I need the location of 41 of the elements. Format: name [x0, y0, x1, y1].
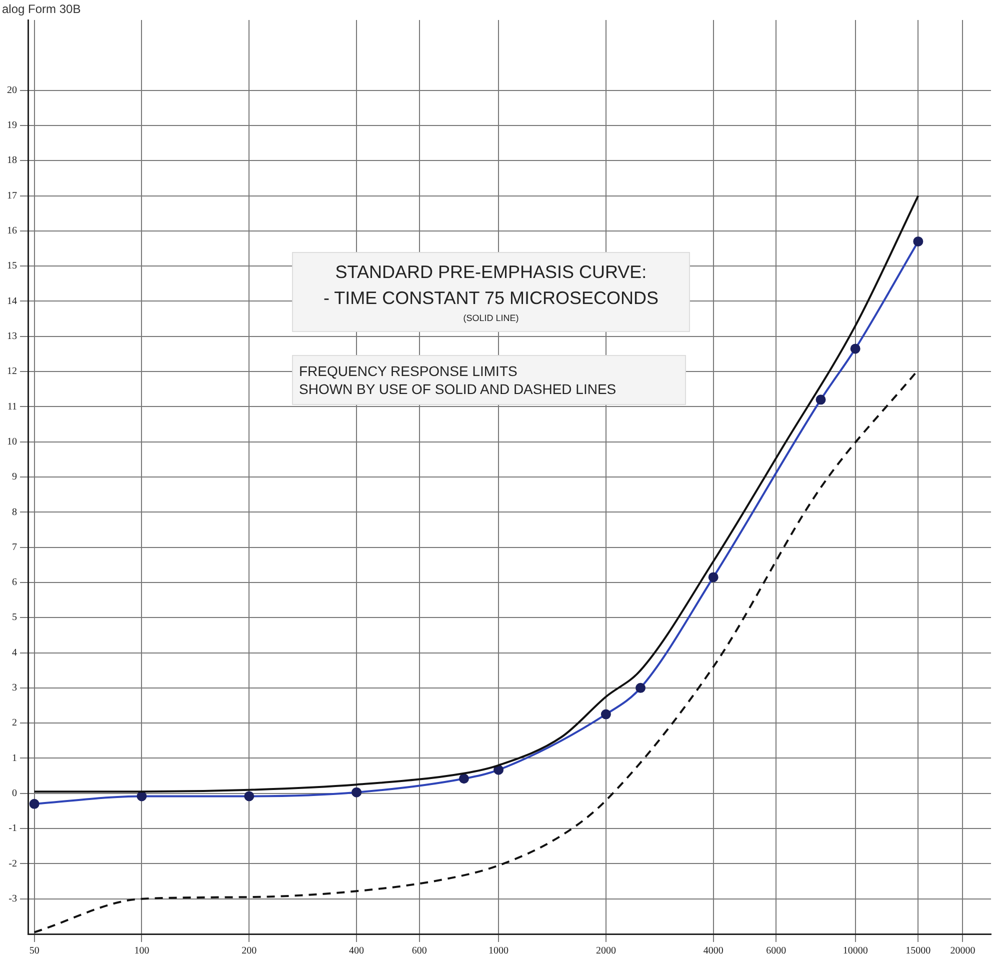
annotation: (SOLID LINE) — [462, 312, 520, 325]
x-tick-label: 600 — [412, 946, 427, 957]
y-tick-label: 3 — [12, 682, 17, 694]
y-tick-label: 11 — [7, 401, 17, 412]
y-tick-label: 1 — [12, 752, 17, 764]
x-tick-label: 15000 — [906, 946, 931, 957]
y-tick-label: 2 — [12, 718, 17, 729]
x-tick-label: 10000 — [842, 946, 868, 957]
x-tick-label: 20000 — [950, 946, 976, 957]
y-tick-label: 8 — [12, 506, 17, 518]
x-tick-label: 4000 — [703, 946, 724, 957]
y-tick-label: 15 — [7, 260, 17, 272]
y-tick-label: 18 — [7, 155, 17, 166]
y-tick-label: 5 — [12, 612, 17, 624]
x-tick-label: 200 — [242, 946, 257, 957]
y-tick-label: 0 — [12, 788, 17, 800]
y-tick-label: 7 — [12, 542, 17, 553]
x-tick-label: 100 — [134, 946, 150, 957]
y-tick-label: 13 — [7, 331, 17, 342]
y-tick-label: 4 — [12, 647, 17, 658]
y-tick-label: 9 — [12, 472, 17, 483]
x-tick-label: 50 — [29, 946, 40, 957]
y-tick-label: 10 — [7, 436, 17, 448]
note-box: STANDARD PRE-EMPHASIS CURVE: - TIME CONSTANT 75 MICROSECONDS (SOLID LINE) — [292, 252, 690, 332]
y-tick-label: 12 — [7, 366, 17, 378]
note-box: FREQUENCY RESPONSE LIMITS SHOWN BY USE OF SOLID AND DASHED LINES — [292, 355, 686, 405]
y-tick-label: -3 — [8, 893, 17, 904]
y-tick-label: 16 — [7, 226, 17, 237]
y-tick-label: 6 — [12, 577, 17, 588]
y-tick-label: -2 — [8, 858, 17, 870]
text: alog Form 30B — [2, 2, 81, 16]
x-tick-label: 400 — [349, 946, 364, 957]
x-tick-label: 1000 — [488, 946, 509, 957]
annotation: STANDARD PRE-EMPHASIS CURVE: - TIME CONSTANT 75 MICROSECONDS — [322, 261, 660, 310]
x-tick-label: 6000 — [766, 946, 786, 957]
y-tick-label: 20 — [7, 84, 17, 96]
x-tick-label: 2000 — [596, 946, 616, 957]
y-tick-label: 17 — [7, 190, 17, 202]
y-tick-label: 14 — [7, 296, 17, 307]
y-tick-label: -1 — [8, 823, 17, 834]
y-tick-label: 19 — [7, 120, 17, 132]
